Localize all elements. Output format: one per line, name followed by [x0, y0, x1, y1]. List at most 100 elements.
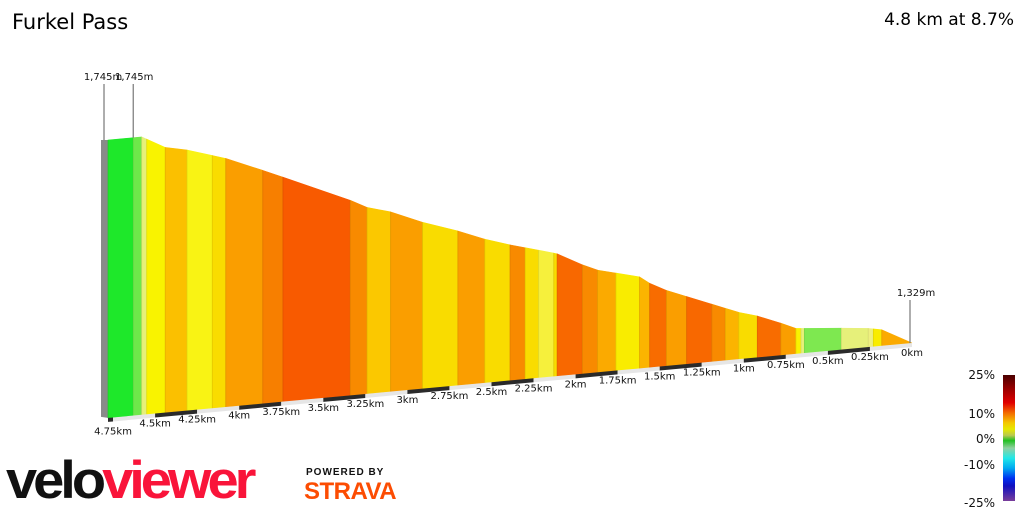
- gradient-segment: [509, 244, 526, 381]
- axis-band-segment: [239, 401, 282, 410]
- gradient-segment: [841, 327, 869, 350]
- distance-tick-label: 3km: [396, 395, 418, 406]
- gradient-segment: [211, 155, 227, 409]
- axis-band-segment: [491, 378, 534, 387]
- gradient-segment: [107, 137, 134, 419]
- gradient-segment: [686, 296, 713, 365]
- distance-tick-labels: 4.75km 4.5km 4.25km 4km 3.75km 3.5km 3.25km 3km…: [94, 348, 923, 437]
- gradient-segment: [780, 322, 797, 356]
- gradient-segment: [873, 328, 883, 347]
- axis-band-segment: [659, 362, 702, 371]
- axis-band-segment: [113, 413, 156, 422]
- legend-label-0: 0%: [975, 432, 995, 446]
- gradient-segment: [282, 176, 351, 402]
- gradient-segment: [639, 276, 650, 369]
- distance-tick-label: 3.5km: [308, 403, 339, 414]
- axis-band-segment: [281, 397, 324, 406]
- gradient-segment: [349, 199, 368, 396]
- distance-tick-label: 1.5km: [644, 372, 675, 383]
- gradient-segment: [756, 315, 782, 358]
- powered-by-label: POWERED BY: [306, 467, 385, 478]
- climb-summary: 4.8 km at 8.7%: [884, 10, 1014, 30]
- axis-band-segment: [108, 417, 114, 422]
- axis-band-segment: [449, 382, 492, 391]
- elevation-label: 1,745m: [115, 72, 153, 83]
- gradient-segment: [553, 252, 558, 377]
- distance-tick-label: 2km: [565, 379, 587, 390]
- distance-tick-label: 4.5km: [139, 419, 170, 430]
- veloviewer-logo[interactable]: veloviewer: [6, 453, 256, 506]
- distance-tick-label: 4.75km: [94, 426, 132, 437]
- gradient-segment: [225, 158, 264, 408]
- axis-band-segment: [533, 374, 576, 383]
- legend-label-minus-10: -10%: [963, 458, 995, 472]
- distance-tick-label: 4.25km: [178, 415, 216, 426]
- strava-logo[interactable]: STRAVA: [304, 478, 397, 505]
- distance-tick-label: 3.75km: [262, 407, 300, 418]
- distance-axis: [108, 343, 912, 422]
- logo-viewer: viewer: [102, 449, 256, 510]
- distance-tick-label: 0.75km: [767, 360, 805, 371]
- gradient-segment: [262, 169, 284, 404]
- axis-band-segment: [743, 354, 786, 363]
- gradient-segment: [538, 249, 555, 379]
- distance-tick-label: 0.5km: [812, 356, 843, 367]
- legend-label-minus-25: -25%: [963, 496, 995, 510]
- legend-label-10: 10%: [968, 407, 995, 421]
- legend-label-25: 25%: [968, 368, 995, 382]
- axis-band-segment: [323, 393, 366, 402]
- gradient-segment: [390, 211, 423, 392]
- distance-tick-label: 1.75km: [599, 375, 637, 386]
- gradient-segment: [141, 136, 147, 416]
- gradient-segments: [101, 136, 913, 419]
- gradient-segment: [146, 138, 166, 415]
- distance-tick-label: 2.5km: [476, 387, 507, 398]
- gradient-segment: [524, 247, 539, 380]
- gradient-segment: [164, 147, 188, 413]
- gradient-segment: [457, 230, 486, 386]
- distance-tick-label: 3.25km: [346, 399, 384, 410]
- elevation-label: 1,745m: [84, 72, 122, 83]
- logo-velo: velo: [6, 449, 106, 510]
- gradient-segment: [422, 221, 459, 389]
- axis-band-segment: [407, 386, 450, 395]
- gradient-segment: [132, 136, 142, 416]
- distance-tick-label: 1km: [733, 364, 755, 375]
- axis-band-segment: [701, 358, 744, 367]
- profile-side-wall: [101, 140, 109, 418]
- page-title: Furkel Pass: [12, 10, 129, 34]
- gradient-segment: [867, 328, 874, 348]
- distance-tick-label: 2.25km: [515, 383, 553, 394]
- gradient-segment: [597, 269, 617, 373]
- axis-band-segment: [197, 405, 240, 414]
- gradient-segment: [666, 289, 687, 367]
- gradient-segment: [582, 264, 598, 375]
- gradient-segment: [711, 303, 726, 362]
- distance-tick-label: 4km: [228, 411, 250, 422]
- gradient-segment: [615, 272, 640, 371]
- gradient-segment: [649, 282, 667, 368]
- gradient-segment: [800, 328, 805, 354]
- axis-band-segment: [785, 350, 828, 359]
- distance-tick-label: 0km: [901, 348, 923, 359]
- axis-band-segment: [365, 390, 408, 398]
- gradient-color-scale: [1003, 375, 1015, 501]
- axis-band-segment: [827, 346, 870, 355]
- distance-tick-label: 0.25km: [851, 352, 889, 363]
- gradient-segment: [881, 329, 913, 347]
- distance-tick-label: 1.25km: [683, 368, 721, 379]
- axis-band-segment: [575, 370, 618, 379]
- gradient-segment: [484, 238, 511, 384]
- gradient-segment: [556, 253, 583, 377]
- gradient-segment: [366, 207, 391, 395]
- elevation-label: 1,329m: [897, 288, 935, 299]
- gradient-segment: [804, 327, 842, 354]
- axis-band-segment: [869, 343, 912, 351]
- distance-tick-label: 2.75km: [431, 391, 469, 402]
- axis-band-segment: [617, 366, 660, 375]
- gradient-segment: [186, 149, 213, 411]
- gradient-segment: [724, 307, 740, 361]
- gradient-segment: [795, 328, 802, 355]
